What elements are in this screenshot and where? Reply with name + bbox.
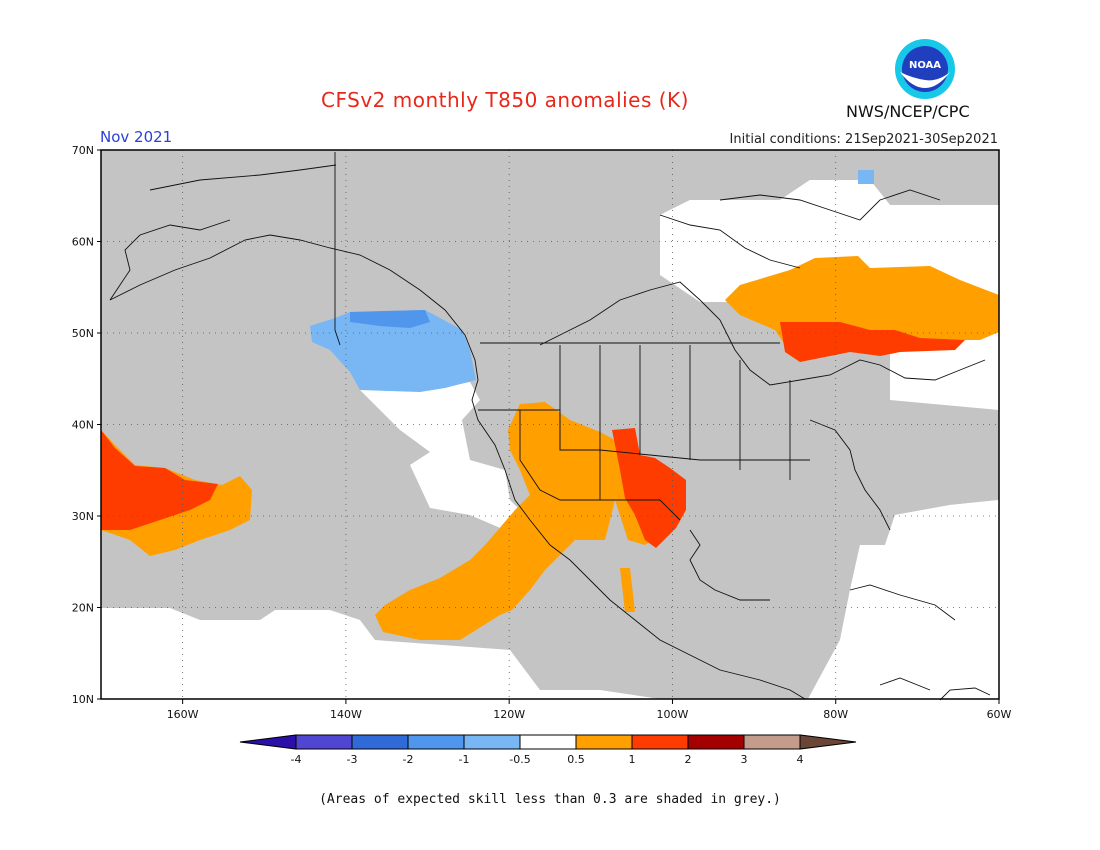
lat-tick-label: 30N [72, 510, 94, 523]
lon-tick-label: 120W [493, 708, 525, 721]
footnote: (Areas of expected skill less than 0.3 a… [319, 792, 781, 807]
color-legend: -4 -3 -2 -1 -0.5 0.5 1 2 3 4 [239, 734, 857, 766]
cold-anomaly-area [310, 170, 874, 392]
lon-tick-label: 100W [657, 708, 689, 721]
lon-tick-label: 60W [987, 708, 1012, 721]
lat-tick-label: 10N [72, 693, 94, 706]
cold-spot-arctic [858, 170, 874, 184]
legend-tick-label: 4 [797, 753, 804, 766]
legend-swatch [743, 734, 801, 750]
logo-text: NOAA [909, 60, 941, 71]
map-title: CFSv2 monthly T850 anomalies (K) [321, 88, 689, 112]
legend-tick-label: -2 [403, 753, 414, 766]
legend-swatch [575, 734, 633, 750]
lat-tick-label: 70N [72, 144, 94, 157]
legend-arrow-high [799, 734, 857, 750]
legend-arrow-low [239, 734, 297, 750]
lat-tick-label: 60N [72, 236, 94, 249]
lon-tick-label: 160W [167, 708, 199, 721]
legend-swatch [687, 734, 745, 750]
legend-swatch [351, 734, 409, 750]
legend-swatch [295, 734, 353, 750]
agency-label: NWS/NCEP/CPC [846, 102, 970, 121]
forecast-month: Nov 2021 [100, 128, 173, 146]
near-normal-white-areas [101, 180, 999, 699]
legend-tick-label: -3 [347, 753, 358, 766]
legend-tick-label: 1 [629, 753, 636, 766]
noaa-logo: NOAA [895, 39, 955, 99]
strong-warm-anomaly-areas [101, 322, 965, 548]
map-frame-group [100, 149, 1000, 701]
initial-conditions: Initial conditions: 21Sep2021-30Sep2021 [729, 132, 998, 147]
latitude-axis: 70N 60N 50N 40N 30N 20N 10N [72, 144, 101, 706]
lon-tick-label: 80W [823, 708, 848, 721]
longitude-axis: 160W 140W 120W 100W 80W 60W [167, 699, 1012, 721]
lat-tick-label: 40N [72, 419, 94, 432]
lon-tick-label: 140W [330, 708, 362, 721]
legend-tick-label: -1 [459, 753, 470, 766]
legend-tick-label: -0.5 [509, 753, 530, 766]
coastlines [109, 152, 991, 701]
legend-swatch [463, 734, 521, 750]
legend-swatch [519, 734, 577, 750]
legend-tick-label: 0.5 [567, 753, 585, 766]
legend-swatch [631, 734, 689, 750]
legend-swatch [407, 734, 465, 750]
legend-tick-label: 2 [685, 753, 692, 766]
legend-tick-label: 3 [741, 753, 748, 766]
lat-tick-label: 20N [72, 602, 94, 615]
legend-tick-label: -4 [291, 753, 302, 766]
lat-tick-label: 50N [72, 327, 94, 340]
